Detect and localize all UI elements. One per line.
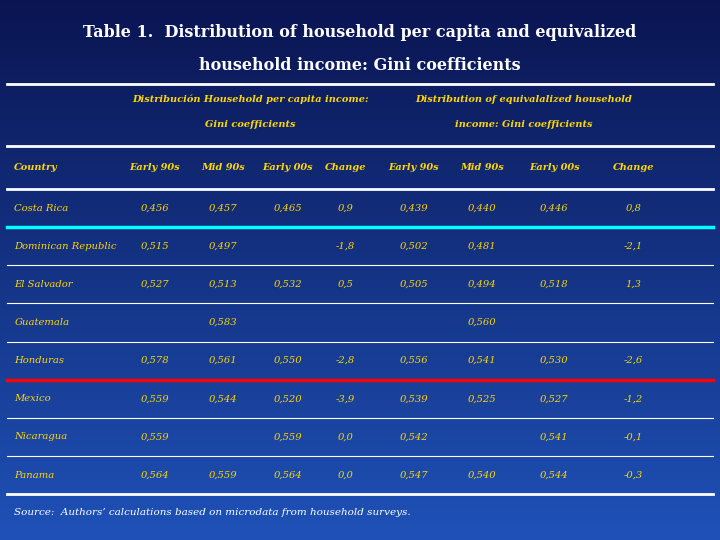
Text: 0,559: 0,559 <box>209 470 238 480</box>
Text: Change: Change <box>325 163 366 172</box>
Text: 0,446: 0,446 <box>540 204 569 213</box>
Text: 0,556: 0,556 <box>400 356 428 365</box>
Text: -3,9: -3,9 <box>336 394 355 403</box>
Text: -1,8: -1,8 <box>336 242 355 251</box>
Text: 0,5: 0,5 <box>338 280 354 289</box>
Text: 0,561: 0,561 <box>209 356 238 365</box>
Text: Panama: Panama <box>14 470 55 480</box>
Text: income: Gini coefficients: income: Gini coefficients <box>455 120 593 129</box>
Text: 0,559: 0,559 <box>140 433 169 441</box>
Text: 0,530: 0,530 <box>540 356 569 365</box>
Text: 0,544: 0,544 <box>209 394 238 403</box>
Text: Distribución Household per capita income:: Distribución Household per capita income… <box>132 95 369 104</box>
Text: 0,494: 0,494 <box>468 280 497 289</box>
Text: Early 90s: Early 90s <box>130 163 180 172</box>
Text: 0,497: 0,497 <box>209 242 238 251</box>
Text: Nicaragua: Nicaragua <box>14 433 68 441</box>
Text: Early 00s: Early 00s <box>529 163 580 172</box>
Text: 0,550: 0,550 <box>274 356 302 365</box>
Text: Table 1.  Distribution of household per capita and equivalized: Table 1. Distribution of household per c… <box>84 24 636 41</box>
Text: 0,439: 0,439 <box>400 204 428 213</box>
Text: Dominican Republic: Dominican Republic <box>14 242 117 251</box>
Text: Honduras: Honduras <box>14 356 64 365</box>
Text: 0,440: 0,440 <box>468 204 497 213</box>
Text: 0,560: 0,560 <box>468 318 497 327</box>
Text: Distribution of equivalalized household: Distribution of equivalalized household <box>415 95 632 104</box>
Text: -2,6: -2,6 <box>624 356 643 365</box>
Text: 0,547: 0,547 <box>400 470 428 480</box>
Text: Guatemala: Guatemala <box>14 318 70 327</box>
Text: 0,540: 0,540 <box>468 470 497 480</box>
Text: 0,527: 0,527 <box>140 280 169 289</box>
Text: 0,0: 0,0 <box>338 433 354 441</box>
Text: 0,544: 0,544 <box>540 470 569 480</box>
Text: 0,583: 0,583 <box>209 318 238 327</box>
Text: 0,515: 0,515 <box>140 242 169 251</box>
Text: 0,481: 0,481 <box>468 242 497 251</box>
Text: 0,559: 0,559 <box>274 433 302 441</box>
Text: 0,513: 0,513 <box>209 280 238 289</box>
Text: Source:  Authors’ calculations based on microdata from household surveys.: Source: Authors’ calculations based on m… <box>14 508 411 517</box>
Text: -2,8: -2,8 <box>336 356 355 365</box>
Text: Gini coefficients: Gini coefficients <box>205 120 295 129</box>
Text: Mid 90s: Mid 90s <box>461 163 504 172</box>
Text: -2,1: -2,1 <box>624 242 643 251</box>
Text: -0,1: -0,1 <box>624 433 643 441</box>
Text: 0,527: 0,527 <box>540 394 569 403</box>
Text: Country: Country <box>14 163 58 172</box>
Text: 0,564: 0,564 <box>140 470 169 480</box>
Text: 1,3: 1,3 <box>626 280 642 289</box>
Text: household income: Gini coefficients: household income: Gini coefficients <box>199 57 521 73</box>
Text: 0,578: 0,578 <box>140 356 169 365</box>
Text: 0,541: 0,541 <box>540 433 569 441</box>
Text: Costa Rica: Costa Rica <box>14 204 68 213</box>
Text: -1,2: -1,2 <box>624 394 643 403</box>
Text: Early 00s: Early 00s <box>263 163 313 172</box>
Text: -0,3: -0,3 <box>624 470 643 480</box>
Text: 0,456: 0,456 <box>140 204 169 213</box>
Text: Mexico: Mexico <box>14 394 51 403</box>
Text: 0,532: 0,532 <box>274 280 302 289</box>
Text: 0,505: 0,505 <box>400 280 428 289</box>
Text: 0,465: 0,465 <box>274 204 302 213</box>
Text: 0,520: 0,520 <box>274 394 302 403</box>
Text: 0,541: 0,541 <box>468 356 497 365</box>
Text: 0,542: 0,542 <box>400 433 428 441</box>
Text: 0,8: 0,8 <box>626 204 642 213</box>
Text: El Salvador: El Salvador <box>14 280 73 289</box>
Text: 0,502: 0,502 <box>400 242 428 251</box>
Text: Change: Change <box>613 163 654 172</box>
Text: 0,0: 0,0 <box>338 470 354 480</box>
Text: 0,525: 0,525 <box>468 394 497 403</box>
Text: 0,559: 0,559 <box>140 394 169 403</box>
Text: 0,539: 0,539 <box>400 394 428 403</box>
Text: 0,457: 0,457 <box>209 204 238 213</box>
Text: 0,9: 0,9 <box>338 204 354 213</box>
Text: Early 90s: Early 90s <box>389 163 439 172</box>
Text: 0,518: 0,518 <box>540 280 569 289</box>
Text: 0,564: 0,564 <box>274 470 302 480</box>
Text: Mid 90s: Mid 90s <box>202 163 245 172</box>
